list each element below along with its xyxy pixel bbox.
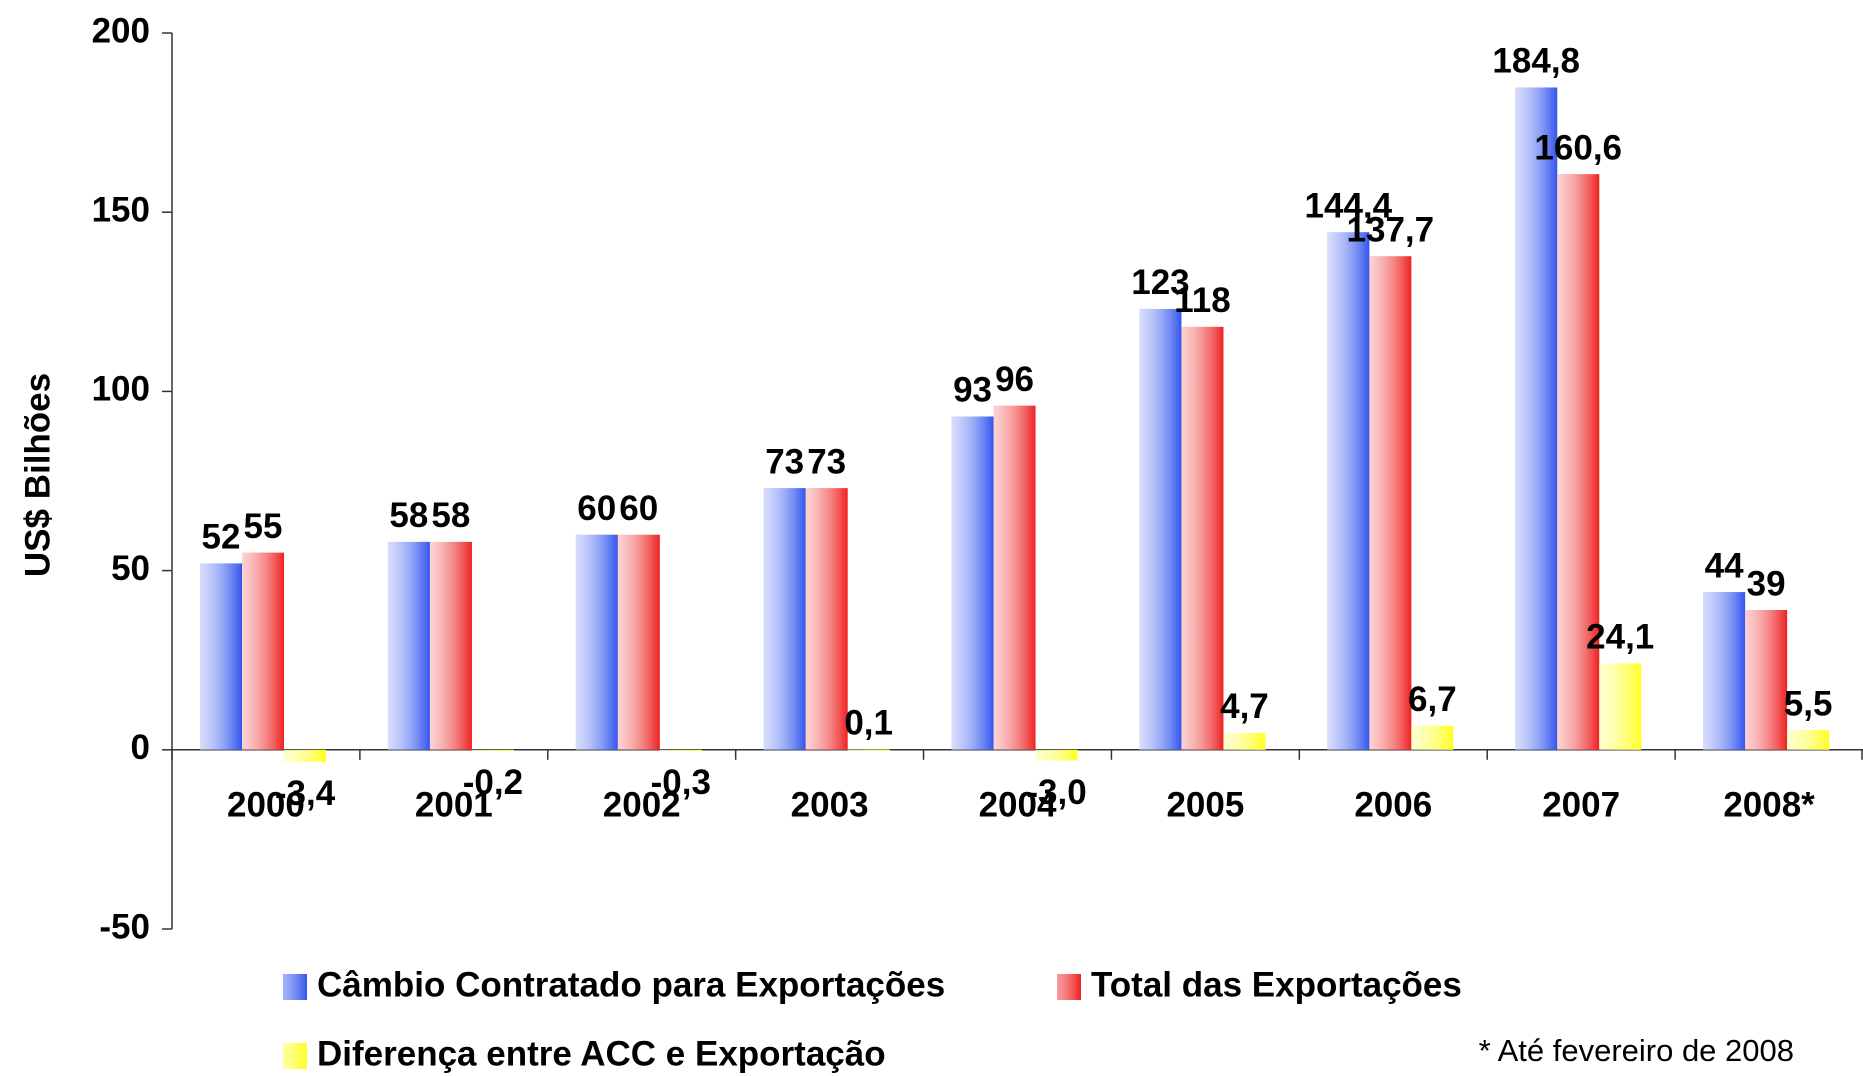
legend-swatch-shade [283, 1043, 307, 1069]
value-label: -3,4 [275, 774, 336, 813]
bar [242, 552, 284, 750]
y-tick-label: 50 [111, 549, 150, 588]
value-label: 39 [1747, 564, 1786, 603]
value-label: 96 [995, 360, 1034, 399]
legend-swatch [283, 974, 307, 1000]
legend-swatch [1057, 974, 1081, 1000]
legend-label: Total das Exportações [1091, 965, 1462, 1004]
bar [1181, 326, 1224, 750]
value-label: -0,2 [463, 763, 523, 802]
bar [951, 416, 994, 750]
value-label: 123 [1131, 263, 1189, 302]
legend-swatch-shade [283, 974, 307, 1000]
x-tick-label: 2004 [979, 785, 1057, 824]
bar [387, 541, 430, 750]
bar [1139, 308, 1182, 750]
value-label: 0,1 [844, 704, 893, 743]
value-label: 24,1 [1586, 618, 1654, 657]
value-label: 52 [202, 518, 241, 557]
x-tick-label: 2006 [1354, 785, 1432, 824]
x-tick-label: 2001 [415, 785, 493, 824]
bar [659, 749, 702, 751]
bar [429, 541, 472, 750]
bar [763, 488, 806, 750]
legend-swatch-shade [1057, 974, 1081, 1000]
value-label: 137,7 [1347, 211, 1435, 250]
y-tick-label: 200 [92, 11, 150, 50]
legend-swatch [283, 1043, 307, 1069]
x-tick-label: 2002 [603, 785, 681, 824]
value-label: 184,8 [1492, 42, 1580, 81]
y-tick-label: 150 [92, 190, 150, 229]
bar [1787, 730, 1830, 750]
y-tick-label: 100 [92, 370, 150, 409]
bar [1369, 256, 1412, 750]
footnote: * Até fevereiro de 2008 [1479, 1033, 1794, 1068]
bar [847, 749, 890, 751]
bar [200, 563, 242, 750]
bar [1745, 610, 1788, 750]
bar [1703, 592, 1746, 750]
value-label: 93 [953, 371, 992, 410]
bar [1557, 174, 1600, 750]
legend-label: Câmbio Contratado para Exportações [317, 965, 945, 1004]
bar [471, 749, 514, 751]
x-tick-label: 2008* [1723, 785, 1815, 824]
x-tick-label: 2003 [791, 785, 869, 824]
x-tick-label: 2000 [227, 785, 305, 824]
value-label: 60 [577, 489, 616, 528]
bar [617, 534, 660, 750]
value-label: 118 [1174, 281, 1230, 320]
bar [1035, 749, 1078, 761]
bar [993, 405, 1036, 750]
value-label: 4,7 [1220, 687, 1269, 726]
value-label: 5,5 [1784, 684, 1833, 723]
value-label: -3,0 [1026, 773, 1086, 812]
bar [1223, 732, 1266, 750]
value-label: 73 [765, 442, 804, 481]
y-tick-label: 0 [131, 728, 150, 767]
bar [1515, 87, 1558, 750]
value-label: 60 [619, 489, 658, 528]
bar [1599, 663, 1642, 750]
value-label: 144,4 [1305, 187, 1393, 226]
value-label: 58 [431, 496, 470, 535]
y-tick-label: -50 [99, 907, 150, 946]
value-label: 55 [244, 507, 283, 546]
x-tick-label: 2005 [1166, 785, 1244, 824]
value-label: -0,3 [651, 763, 711, 802]
bar [1327, 232, 1370, 750]
bar [284, 749, 326, 762]
value-label: 58 [389, 496, 428, 535]
legend-label: Diferença entre ACC e Exportação [317, 1034, 886, 1073]
value-label: 44 [1705, 546, 1744, 585]
y-axis-title: US$ Bilhões [18, 373, 57, 577]
value-label: 160,6 [1534, 128, 1622, 167]
bar [1411, 725, 1454, 750]
value-label: 73 [807, 442, 846, 481]
bar [805, 488, 848, 750]
value-label: 6,7 [1408, 680, 1457, 719]
bar [575, 534, 618, 750]
x-tick-label: 2007 [1542, 785, 1620, 824]
